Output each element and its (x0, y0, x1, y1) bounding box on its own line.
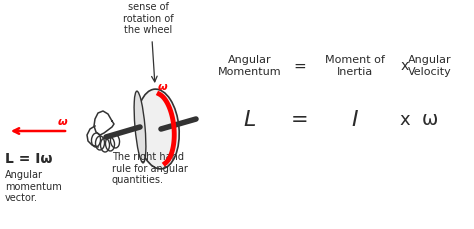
Text: x: x (400, 111, 410, 128)
Ellipse shape (137, 90, 179, 169)
Text: ω: ω (57, 117, 67, 126)
Text: Moment of
Inertia: Moment of Inertia (325, 55, 385, 76)
Text: L = Iω: L = Iω (5, 151, 53, 165)
Text: sense of
rotation of
the wheel: sense of rotation of the wheel (123, 2, 173, 35)
Text: The right hand
rule for angular
quantities.: The right hand rule for angular quantiti… (112, 151, 188, 184)
Text: Angular
Momentum: Angular Momentum (218, 55, 282, 76)
Text: I: I (352, 109, 358, 129)
Text: x: x (401, 59, 409, 73)
Text: Angular
momentum
vector.: Angular momentum vector. (5, 169, 62, 202)
Text: =: = (291, 109, 309, 129)
Text: ω: ω (422, 110, 438, 129)
Text: L: L (244, 109, 256, 129)
Text: Angular
Velocity: Angular Velocity (408, 55, 452, 76)
Ellipse shape (134, 92, 146, 163)
Text: ω: ω (157, 82, 167, 92)
Text: =: = (293, 59, 306, 74)
